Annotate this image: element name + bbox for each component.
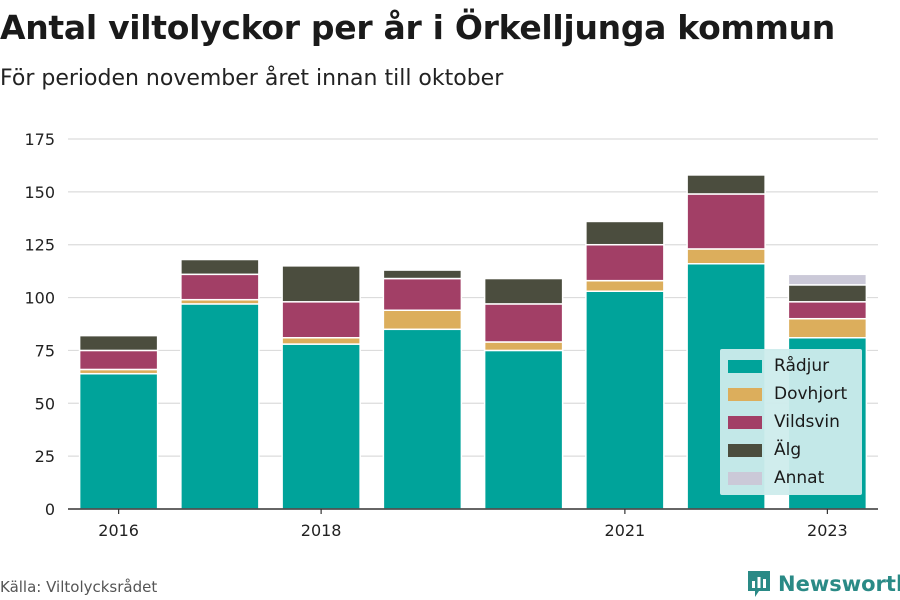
legend-item: Älg bbox=[728, 440, 801, 460]
x-tick-label: 2018 bbox=[301, 521, 342, 540]
legend-label: Annat bbox=[774, 468, 825, 488]
y-tick-label: 75 bbox=[35, 341, 55, 360]
bar-segment bbox=[382, 277, 463, 312]
bar-segment bbox=[180, 273, 260, 301]
chart-title: Antal viltolyckor per år i Örkelljunga k… bbox=[0, 8, 835, 47]
legend-swatch bbox=[728, 443, 762, 457]
newsworthy-logo-icon bbox=[748, 571, 770, 597]
brand-name: Newsworthy bbox=[778, 572, 900, 596]
x-tick-label: 2021 bbox=[605, 521, 646, 540]
x-tick-label: 2023 bbox=[807, 521, 848, 540]
bar-segment bbox=[686, 193, 766, 250]
bar-segment bbox=[787, 273, 868, 286]
bar-segment bbox=[585, 220, 665, 246]
legend-label: Vildsvin bbox=[774, 412, 840, 432]
bar-segment bbox=[483, 341, 564, 352]
bar-segment bbox=[281, 336, 361, 345]
legend-swatch bbox=[728, 471, 762, 485]
bar-segment bbox=[787, 284, 868, 303]
bar-segment bbox=[281, 301, 361, 339]
bar-segment bbox=[787, 317, 868, 339]
bar-segment bbox=[180, 258, 260, 276]
y-tick-label: 175 bbox=[24, 130, 55, 149]
legend-item: Vildsvin bbox=[728, 412, 840, 432]
bar-segment bbox=[78, 349, 159, 371]
legend-swatch bbox=[728, 359, 762, 373]
y-tick-label: 125 bbox=[24, 236, 55, 255]
y-tick-label: 150 bbox=[24, 183, 55, 202]
bar-segment bbox=[382, 328, 463, 510]
legend-label: Rådjur bbox=[774, 356, 830, 376]
y-tick-label: 25 bbox=[35, 447, 55, 466]
legend-label: Älg bbox=[774, 440, 802, 460]
bar-segment bbox=[483, 277, 564, 305]
legend-item: Rådjur bbox=[728, 356, 829, 376]
x-tick-label: 2016 bbox=[98, 521, 139, 540]
bar-segment bbox=[281, 343, 361, 510]
chart-legend: Rådjur Dovhjort Vildsvin Älg Annat bbox=[720, 349, 862, 495]
bar-segment bbox=[585, 243, 665, 282]
bar-segment bbox=[78, 334, 159, 352]
bar-segment bbox=[686, 174, 766, 195]
bar-segment bbox=[585, 279, 665, 292]
brand-logo: Newsworthy bbox=[746, 569, 900, 599]
chart-subtitle: För perioden november året innan till ok… bbox=[0, 66, 504, 91]
y-tick-label: 0 bbox=[45, 500, 55, 519]
bar-segment bbox=[483, 349, 564, 510]
bar-segment bbox=[382, 269, 463, 280]
bar-segment bbox=[78, 372, 159, 510]
bar-segment bbox=[483, 303, 564, 343]
bar-segment bbox=[787, 301, 868, 320]
y-tick-label: 50 bbox=[35, 394, 55, 413]
bar-segment bbox=[281, 265, 361, 303]
legend-swatch bbox=[728, 387, 762, 401]
legend-item: Dovhjort bbox=[728, 384, 847, 404]
bar-segment bbox=[686, 248, 766, 265]
bar-segment bbox=[585, 290, 665, 510]
y-tick-label: 100 bbox=[24, 289, 55, 308]
legend-label: Dovhjort bbox=[774, 384, 848, 404]
legend-swatch bbox=[728, 415, 762, 429]
source-note: Källa: Viltolycksrådet bbox=[0, 578, 158, 596]
legend-item: Annat bbox=[728, 468, 824, 488]
bar-segment bbox=[180, 303, 260, 510]
bar-segment bbox=[382, 309, 463, 331]
